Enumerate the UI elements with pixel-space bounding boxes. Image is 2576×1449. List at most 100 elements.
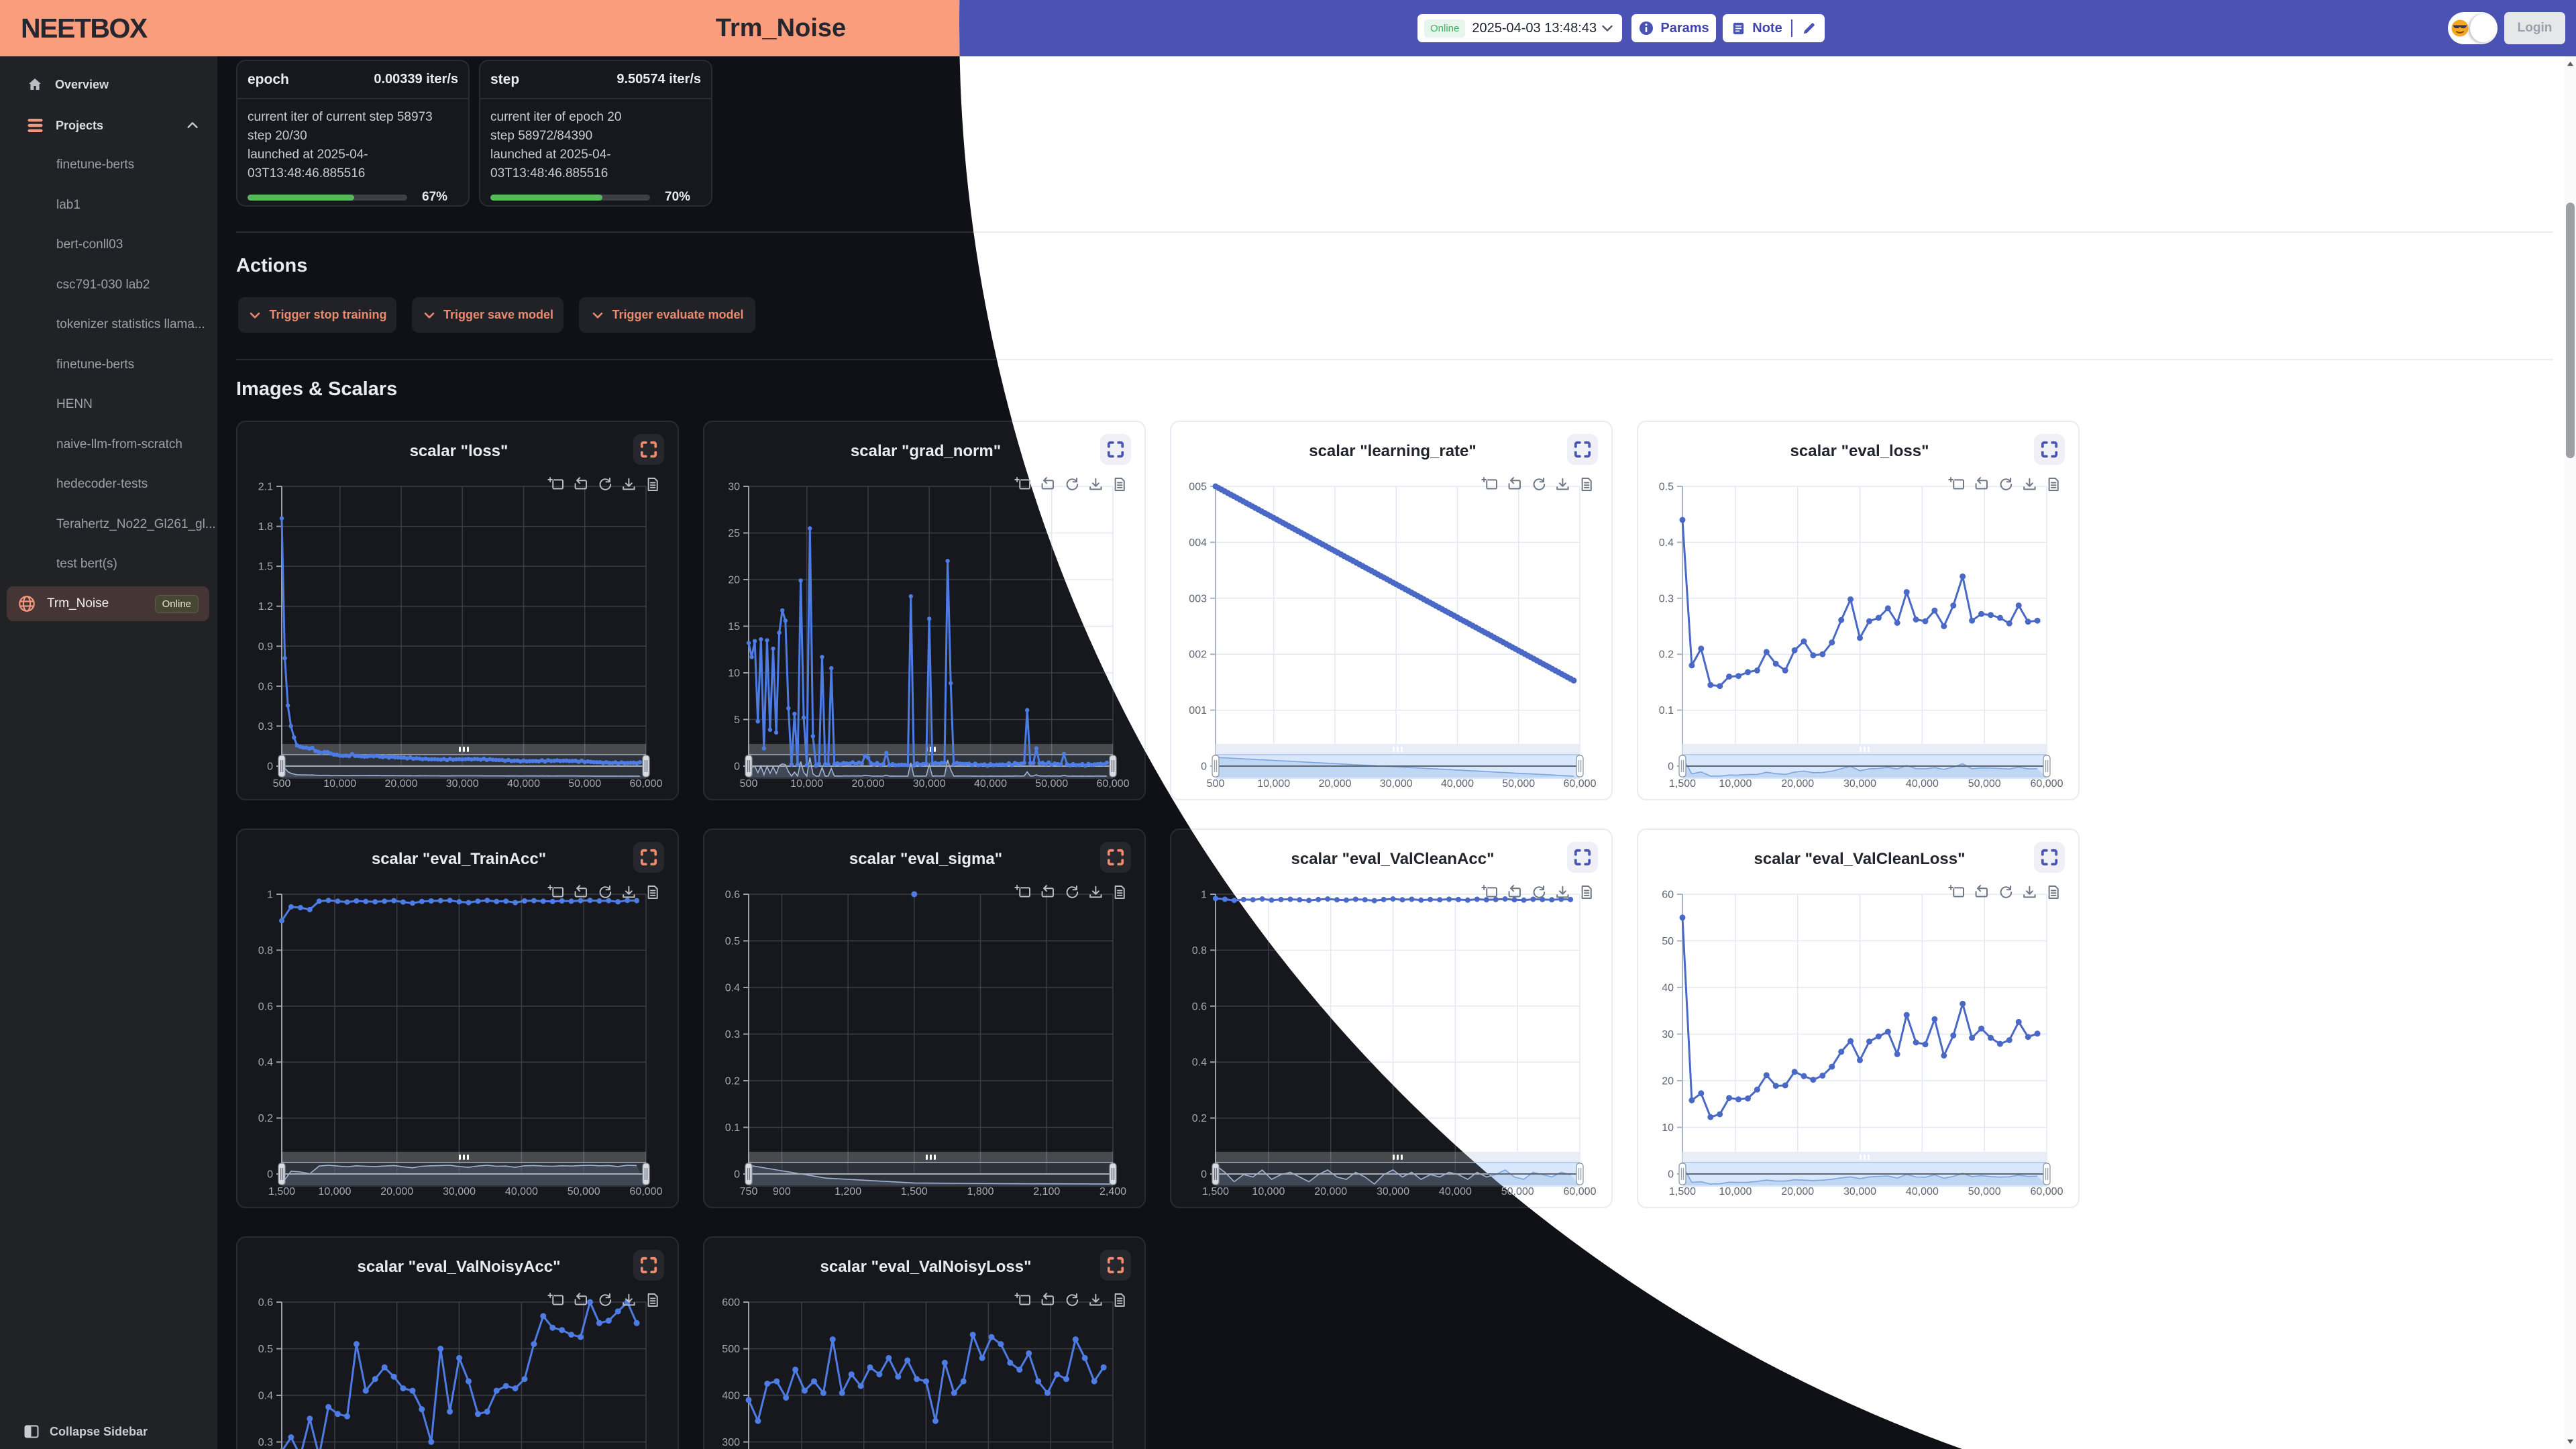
- svg-text:0: 0: [267, 1169, 273, 1181]
- svg-text:20,000: 20,000: [852, 778, 885, 790]
- svg-text:1.5: 1.5: [258, 561, 273, 573]
- svg-text:1,800: 1,800: [967, 1186, 994, 1197]
- svg-text:500: 500: [273, 778, 291, 790]
- svg-text:30: 30: [1662, 1029, 1674, 1040]
- svg-text:50,000: 50,000: [1035, 778, 1068, 790]
- svg-text:0.3: 0.3: [725, 1029, 740, 1040]
- svg-text:40: 40: [1662, 983, 1674, 994]
- svg-text:0.5: 0.5: [258, 1344, 273, 1355]
- svg-text:500: 500: [1207, 778, 1225, 790]
- svg-text:40,000: 40,000: [505, 1186, 538, 1197]
- svg-text:600: 600: [722, 1297, 740, 1309]
- svg-text:60,000: 60,000: [1564, 1186, 1597, 1197]
- svg-text:2,400: 2,400: [1099, 1186, 1126, 1197]
- svg-text:10,000: 10,000: [1719, 778, 1752, 790]
- svg-text:005: 005: [1189, 482, 1207, 493]
- svg-text:20: 20: [1662, 1076, 1674, 1087]
- svg-text:0: 0: [734, 761, 740, 773]
- svg-text:30,000: 30,000: [1377, 1186, 1409, 1197]
- svg-text:003: 003: [1189, 593, 1207, 604]
- svg-text:1: 1: [1201, 890, 1207, 901]
- svg-text:30: 30: [728, 482, 740, 493]
- svg-text:50,000: 50,000: [1968, 778, 2001, 790]
- svg-text:0.5: 0.5: [1659, 482, 1674, 493]
- svg-text:60: 60: [1662, 890, 1674, 901]
- svg-text:0.6: 0.6: [725, 890, 740, 901]
- svg-text:20,000: 20,000: [1781, 1186, 1814, 1197]
- svg-text:10,000: 10,000: [790, 778, 823, 790]
- svg-text:750: 750: [740, 1186, 758, 1197]
- svg-text:1.8: 1.8: [258, 521, 273, 533]
- svg-text:001: 001: [1189, 705, 1207, 716]
- svg-text:1: 1: [267, 890, 273, 901]
- svg-text:10,000: 10,000: [1257, 778, 1290, 790]
- svg-text:40,000: 40,000: [1439, 1186, 1472, 1197]
- svg-text:400: 400: [722, 1391, 740, 1402]
- svg-text:20,000: 20,000: [1319, 778, 1352, 790]
- svg-text:0.4: 0.4: [1659, 537, 1674, 549]
- svg-text:40,000: 40,000: [1441, 778, 1474, 790]
- svg-text:40,000: 40,000: [1906, 1186, 1939, 1197]
- svg-text:0.1: 0.1: [725, 1122, 740, 1134]
- svg-text:40,000: 40,000: [507, 778, 540, 790]
- svg-text:60,000: 60,000: [1097, 778, 1130, 790]
- svg-text:0.1: 0.1: [1659, 705, 1674, 716]
- svg-text:0.2: 0.2: [258, 1113, 273, 1124]
- svg-text:20,000: 20,000: [1781, 778, 1814, 790]
- svg-text:1,500: 1,500: [1669, 778, 1696, 790]
- svg-text:0.4: 0.4: [258, 1057, 273, 1069]
- svg-text:20,000: 20,000: [1314, 1186, 1347, 1197]
- svg-text:1.2: 1.2: [258, 601, 273, 612]
- svg-text:2.1: 2.1: [258, 482, 273, 493]
- svg-text:50,000: 50,000: [1502, 778, 1535, 790]
- svg-text:10,000: 10,000: [1719, 1186, 1752, 1197]
- svg-text:30,000: 30,000: [443, 1186, 476, 1197]
- svg-text:2,100: 2,100: [1033, 1186, 1060, 1197]
- svg-text:60,000: 60,000: [630, 1186, 663, 1197]
- svg-text:50,000: 50,000: [1968, 1186, 2001, 1197]
- svg-text:40,000: 40,000: [974, 778, 1007, 790]
- svg-text:500: 500: [722, 1344, 740, 1355]
- svg-text:0.4: 0.4: [725, 983, 740, 994]
- svg-text:0.5: 0.5: [725, 936, 740, 947]
- svg-text:0: 0: [734, 1169, 740, 1181]
- svg-text:30,000: 30,000: [1843, 778, 1876, 790]
- svg-text:10,000: 10,000: [1252, 1186, 1285, 1197]
- svg-text:1,500: 1,500: [1669, 1186, 1696, 1197]
- svg-text:002: 002: [1189, 649, 1207, 661]
- svg-text:30,000: 30,000: [913, 778, 946, 790]
- svg-text:500: 500: [740, 778, 758, 790]
- svg-text:15: 15: [728, 621, 740, 633]
- svg-text:50,000: 50,000: [568, 1186, 600, 1197]
- svg-text:0: 0: [1668, 761, 1674, 773]
- svg-text:300: 300: [722, 1437, 740, 1448]
- svg-text:1,500: 1,500: [1202, 1186, 1229, 1197]
- svg-text:60,000: 60,000: [2031, 778, 2063, 790]
- svg-text:1,500: 1,500: [268, 1186, 295, 1197]
- svg-text:0.2: 0.2: [1192, 1113, 1207, 1124]
- svg-text:20,000: 20,000: [380, 1186, 413, 1197]
- svg-text:0.4: 0.4: [258, 1391, 273, 1402]
- svg-text:0.8: 0.8: [1192, 945, 1207, 957]
- svg-text:30,000: 30,000: [446, 778, 479, 790]
- svg-text:004: 004: [1189, 537, 1207, 549]
- svg-text:0.2: 0.2: [1659, 649, 1674, 661]
- svg-text:40,000: 40,000: [1906, 778, 1939, 790]
- svg-text:0.6: 0.6: [1192, 1001, 1207, 1012]
- svg-text:0.3: 0.3: [1659, 593, 1674, 604]
- svg-text:20: 20: [728, 575, 740, 586]
- svg-text:0.2: 0.2: [725, 1076, 740, 1087]
- svg-text:0.4: 0.4: [1192, 1057, 1207, 1069]
- svg-text:0.9: 0.9: [258, 641, 273, 653]
- svg-text:50,000: 50,000: [568, 778, 601, 790]
- svg-text:25: 25: [728, 528, 740, 539]
- svg-text:0.6: 0.6: [258, 1001, 273, 1012]
- svg-text:50: 50: [1662, 936, 1674, 947]
- svg-text:30,000: 30,000: [1380, 778, 1413, 790]
- svg-text:30,000: 30,000: [1843, 1186, 1876, 1197]
- svg-text:0.3: 0.3: [258, 721, 273, 733]
- svg-text:0.6: 0.6: [258, 681, 273, 692]
- svg-text:10,000: 10,000: [318, 1186, 351, 1197]
- svg-text:0.8: 0.8: [258, 945, 273, 957]
- svg-text:1,500: 1,500: [901, 1186, 928, 1197]
